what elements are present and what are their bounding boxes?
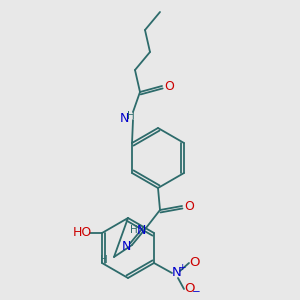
Text: H: H <box>100 255 108 265</box>
Text: O: O <box>184 200 194 212</box>
Text: N: N <box>172 266 182 278</box>
Text: N: N <box>121 241 131 254</box>
Text: H: H <box>127 111 135 121</box>
Text: O: O <box>185 283 195 296</box>
Text: H: H <box>130 225 138 235</box>
Text: O: O <box>164 80 174 92</box>
Text: −: − <box>192 287 200 297</box>
Text: HO: HO <box>72 226 92 239</box>
Text: N: N <box>119 112 129 125</box>
Text: +: + <box>178 262 186 272</box>
Text: N: N <box>136 224 146 236</box>
Text: O: O <box>190 256 200 268</box>
